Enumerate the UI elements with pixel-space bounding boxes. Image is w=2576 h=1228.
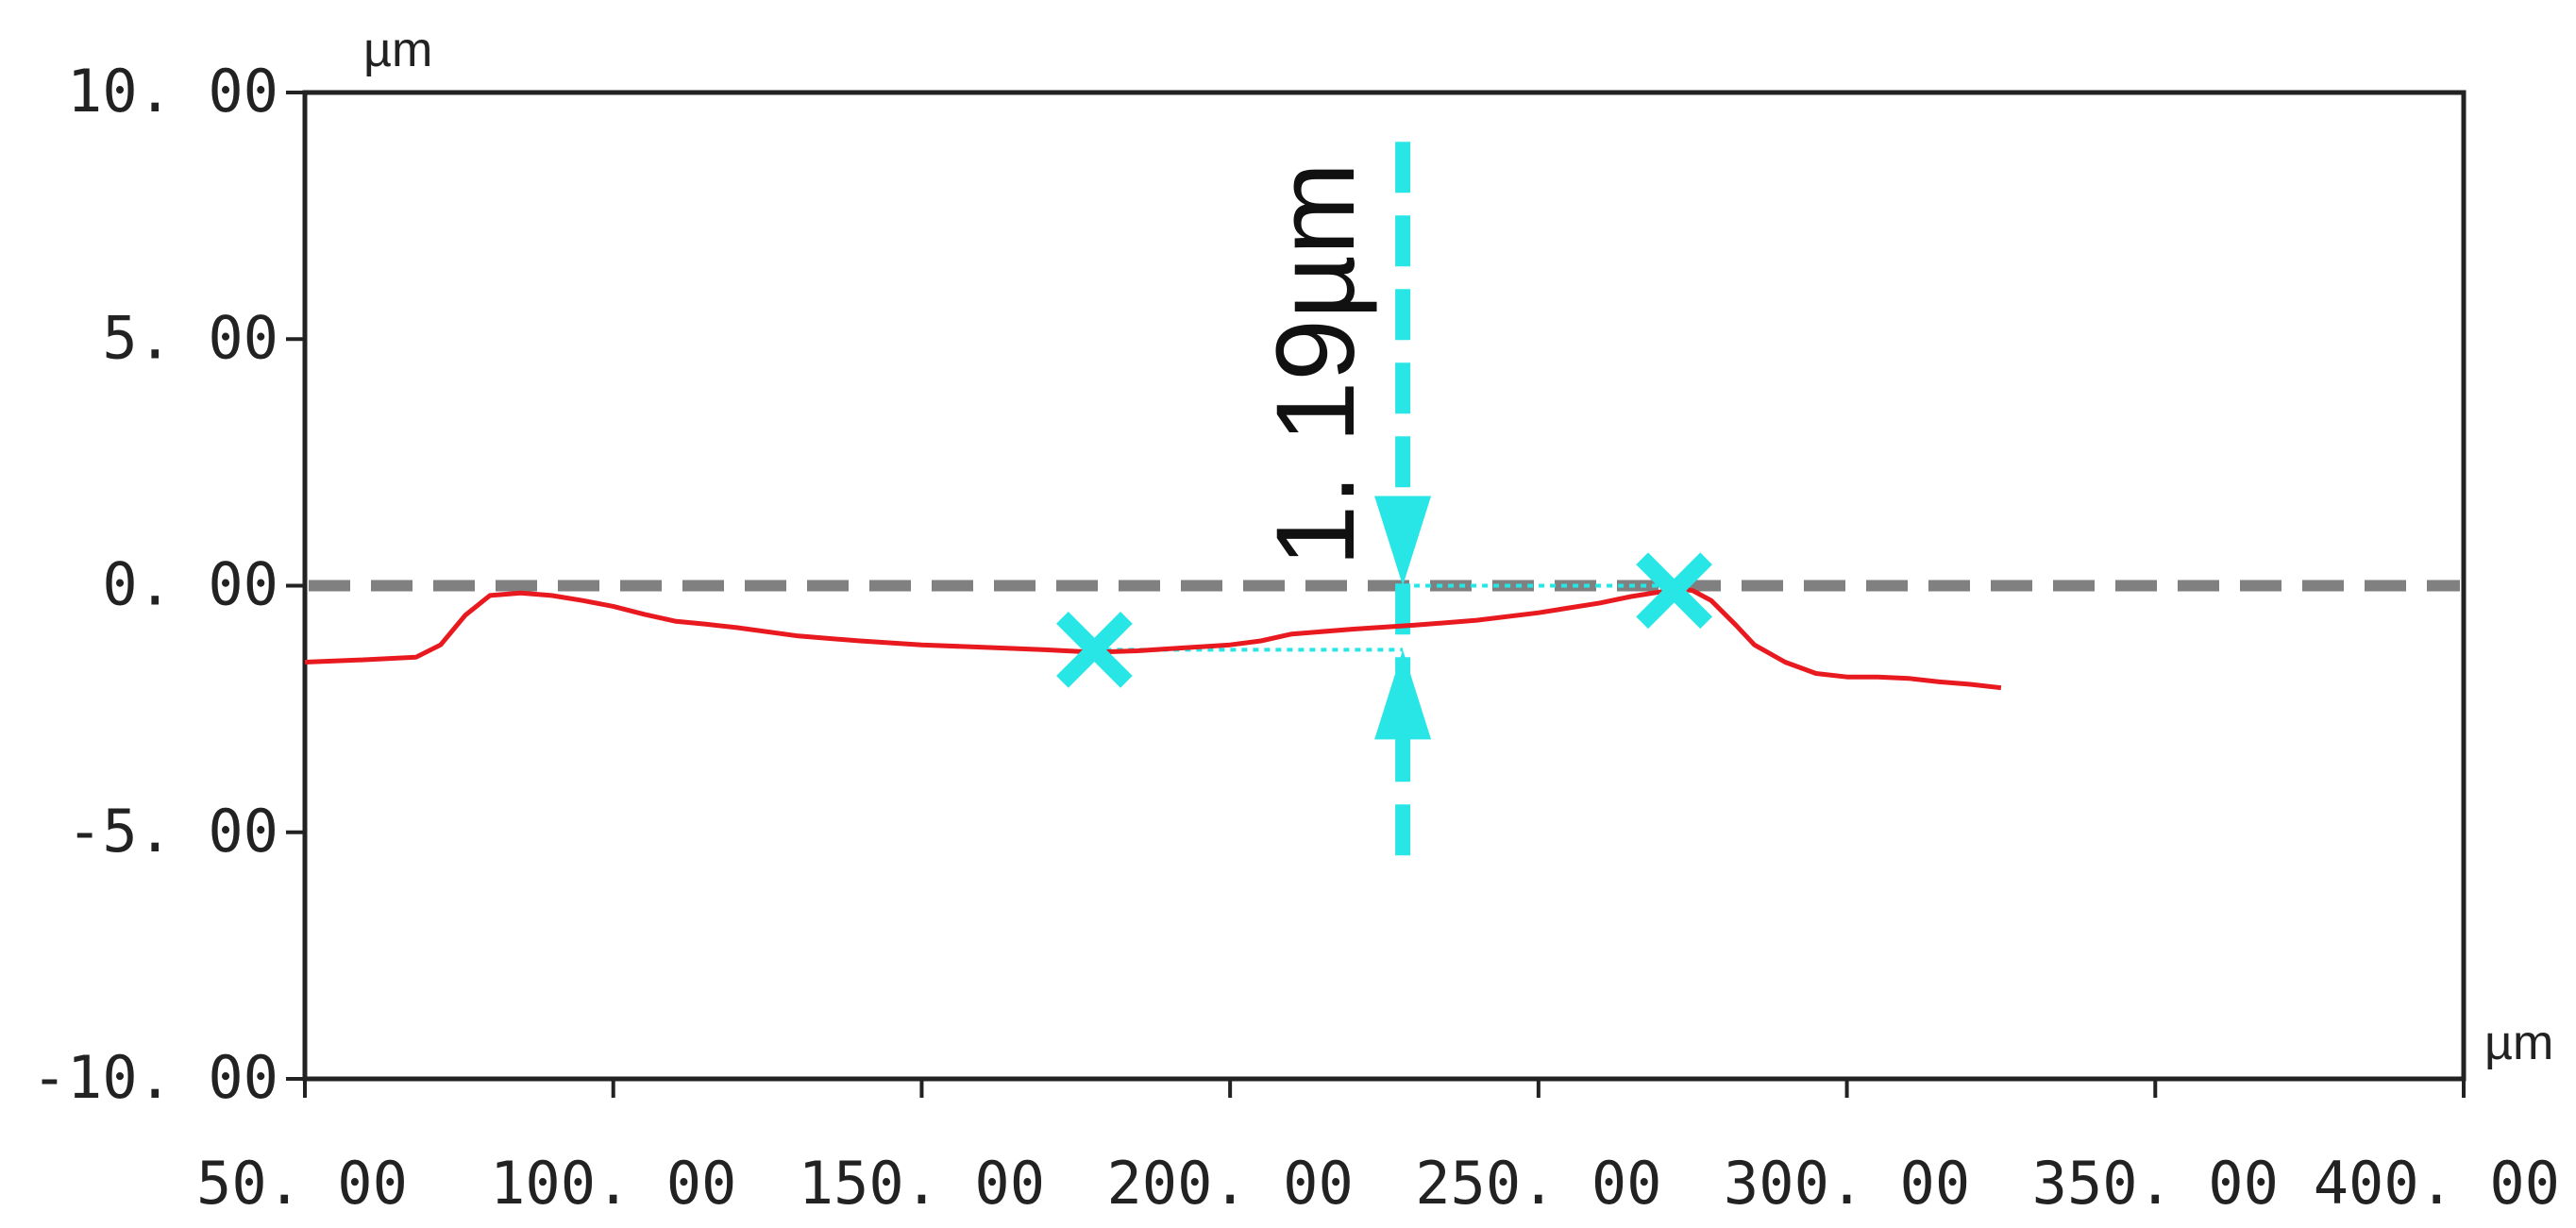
measurement-group xyxy=(1094,142,1675,857)
profile-line xyxy=(304,585,2002,691)
x-tick-label: 100. 00 xyxy=(490,1149,736,1218)
x-tick-label: 350. 00 xyxy=(2032,1149,2279,1218)
y-tick-label: -10. 00 xyxy=(32,1043,278,1112)
y-tick-label: 0. 00 xyxy=(102,550,278,619)
y-tick-label: 10. 00 xyxy=(67,57,278,126)
x-tick-label: 200. 00 xyxy=(1106,1149,1353,1218)
upper-arrowhead xyxy=(1374,496,1432,586)
lower-arrowhead xyxy=(1374,649,1432,740)
y-tick-label: -5. 00 xyxy=(67,797,278,866)
x-unit-label: µm xyxy=(2484,1016,2553,1070)
x-tick-label: 250. 00 xyxy=(1415,1149,1661,1218)
x-tick-label: 50. 00 xyxy=(196,1149,408,1218)
series-group xyxy=(304,585,2002,691)
x-tick-label: 400. 00 xyxy=(2314,1149,2560,1218)
axes: 50. 00 100. 00 150. 00 200. 00 250. 00 300. 0… xyxy=(32,57,2560,1218)
measurement-label: 1. 19µm xyxy=(1254,162,1378,567)
x-marker xyxy=(1056,612,1133,688)
marker-group xyxy=(1056,552,1712,688)
x-marker xyxy=(1636,552,1712,630)
y-unit-label: µm xyxy=(363,23,432,77)
y-tick-label: 5. 00 xyxy=(102,303,278,372)
x-tick-label: 300. 00 xyxy=(1724,1149,1970,1218)
x-tick-label: 150. 00 xyxy=(799,1149,1045,1218)
